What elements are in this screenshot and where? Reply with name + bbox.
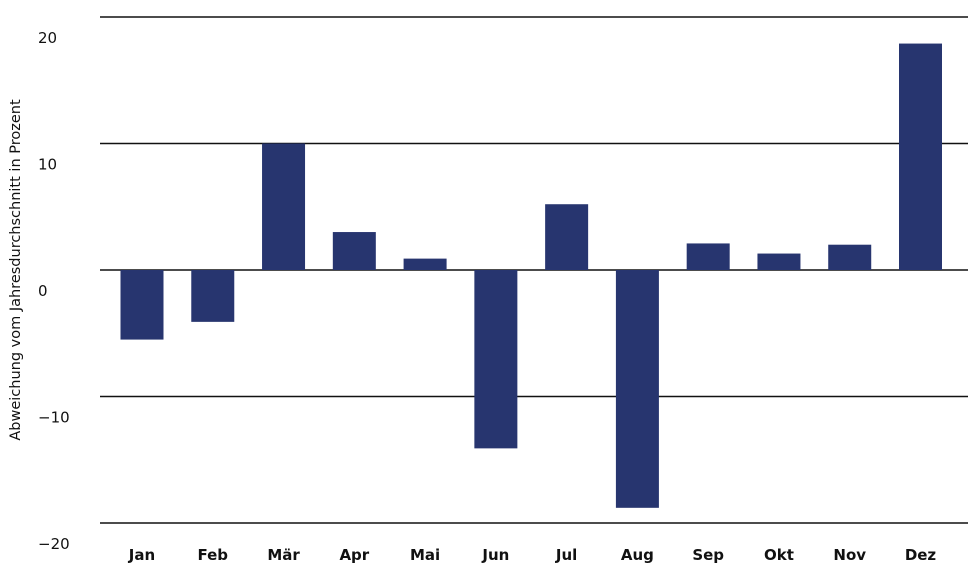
x-tick-label: Jun <box>481 546 509 564</box>
y-tick-label: −10 <box>38 409 70 427</box>
y-tick-label: 20 <box>38 29 57 47</box>
y-axis-ticks: 20 10 0 −10 −20 <box>38 29 70 553</box>
x-tick-label: Okt <box>764 546 794 564</box>
x-tick-label: Nov <box>833 546 866 564</box>
y-tick-label: 0 <box>38 282 48 300</box>
bar-okt <box>757 253 801 270</box>
gridlines <box>100 16 968 524</box>
bar-mai <box>403 258 447 270</box>
x-tick-label: Dez <box>905 546 937 564</box>
y-tick-label: −20 <box>38 535 70 553</box>
y-tick-label: 10 <box>38 156 57 174</box>
bar-aug <box>615 270 659 508</box>
x-axis-ticks: Jan Feb Mär Apr Mai Jun Jul Aug Sep Okt Nov Dez <box>128 546 937 564</box>
x-tick-label: Apr <box>339 546 369 564</box>
bar-feb <box>191 270 235 322</box>
bar-jan <box>120 270 164 340</box>
x-tick-label: Aug <box>621 546 654 564</box>
bar-jul <box>545 204 589 270</box>
x-tick-label: Jul <box>555 546 577 564</box>
x-tick-label: Feb <box>197 546 228 564</box>
bar-apr <box>332 232 376 270</box>
bar-jun <box>474 270 518 449</box>
bar-dez <box>899 43 942 270</box>
x-tick-label: Jan <box>128 546 155 564</box>
bars <box>120 43 942 508</box>
bar-nov <box>828 244 872 270</box>
bar-mär <box>262 143 306 270</box>
x-tick-label: Mai <box>410 546 440 564</box>
bar-sep <box>686 243 730 270</box>
x-tick-label: Mär <box>267 546 300 564</box>
y-axis-label: Abweichung vom Jahresdurchschnitt in Pro… <box>8 99 24 441</box>
x-tick-label: Sep <box>692 546 724 564</box>
